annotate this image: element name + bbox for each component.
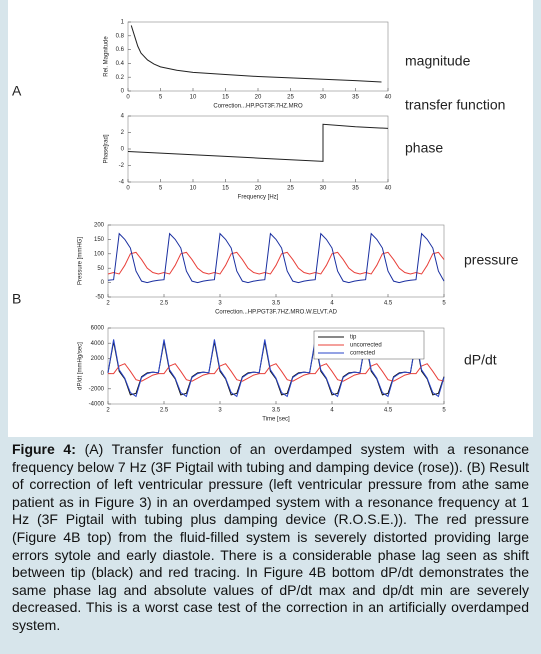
- y-tick-label: 6000: [91, 326, 105, 332]
- x-tick-label: 15: [222, 95, 229, 101]
- legend-label: corrected: [350, 351, 375, 357]
- y-tick-label: 2: [121, 130, 125, 136]
- x-tick-label: 3: [218, 408, 222, 414]
- figure-background: [8, 0, 533, 437]
- x-tick-label: 5: [442, 408, 446, 414]
- y-tick-label: 1: [121, 20, 125, 26]
- x-tick-label: 35: [352, 95, 359, 101]
- x-tick-label: 25: [287, 186, 294, 192]
- x-tick-label: 3.5: [272, 301, 281, 307]
- y-tick-label: 0.8: [116, 33, 125, 39]
- data-line: [107, 232, 445, 284]
- x-tick-label: 3: [218, 301, 222, 307]
- y-tick-label: 50: [97, 266, 104, 272]
- y-tick-label: 200: [94, 223, 105, 229]
- annotation: pressure: [464, 252, 519, 268]
- y-tick-label: 0.4: [116, 61, 125, 67]
- x-tick-label: 2.5: [160, 301, 169, 307]
- x-tick-label: 2: [106, 301, 110, 307]
- y-axis-label: Rel. Magnitude: [104, 36, 110, 77]
- x-tick-label: 0: [126, 186, 130, 192]
- x-tick-label: 3.5: [272, 408, 281, 414]
- y-tick-label: 0.6: [116, 47, 125, 53]
- data-line: [108, 363, 445, 382]
- y-tick-label: 0.2: [116, 75, 125, 81]
- figure: A B magnitude transfer function phase pr…: [8, 0, 533, 437]
- y-tick-label: 4000: [91, 341, 105, 347]
- caption-label: Figure 4:: [12, 441, 76, 457]
- legend-label: tip: [350, 335, 357, 341]
- data-line: [130, 25, 382, 83]
- annotation: dP/dt: [464, 352, 497, 368]
- x-axis-label: Correction...HP.PGT3F.7HZ.MRO: [213, 104, 303, 110]
- annotation: magnitude: [405, 53, 471, 69]
- x-tick-label: 0: [126, 95, 130, 101]
- y-axis-label: dP/dt [mmHg/sec]: [78, 342, 84, 390]
- legend-label: uncorrected: [350, 343, 382, 349]
- x-tick-label: 2.5: [160, 408, 169, 414]
- x-tick-label: 40: [385, 186, 392, 192]
- y-tick-label: 2000: [91, 356, 105, 362]
- panel-label: A: [12, 83, 22, 99]
- data-line: [127, 123, 389, 162]
- x-tick-label: 5: [159, 186, 163, 192]
- y-tick-label: 0: [121, 147, 125, 153]
- y-tick-label: -2000: [89, 386, 105, 392]
- caption-text: (A) Transfer function of an overdamped s…: [12, 441, 530, 633]
- caption: Figure 4: (A) Transfer function of an ov…: [12, 441, 529, 635]
- x-tick-label: 15: [222, 186, 229, 192]
- data-line: [107, 339, 445, 398]
- x-tick-label: 5: [442, 301, 446, 307]
- x-tick-label: 35: [352, 186, 359, 192]
- x-tick-label: 40: [385, 95, 392, 101]
- x-tick-label: 20: [255, 186, 262, 192]
- y-axis-label: Pressure [mmHG]: [78, 237, 84, 285]
- x-tick-label: 4.5: [384, 408, 393, 414]
- x-axis-label: Correction...HP.PGT3F.7HZ.MRO.W.ELVT.AD: [215, 310, 337, 316]
- y-tick-label: 150: [94, 237, 105, 243]
- x-axis-label: Time [sec]: [262, 417, 290, 423]
- y-tick-label: -4000: [89, 402, 105, 408]
- x-tick-label: 20: [255, 95, 262, 101]
- x-axis-label: Frequency [Hz]: [238, 195, 279, 201]
- panel-label: B: [12, 291, 21, 307]
- y-tick-label: 0: [101, 280, 105, 286]
- data-line: [107, 251, 445, 275]
- y-axis-label: Phase[rad]: [104, 134, 110, 163]
- annotation: phase: [405, 140, 443, 156]
- x-tick-label: 10: [190, 95, 197, 101]
- x-tick-label: 30: [320, 95, 327, 101]
- y-tick-label: -4: [119, 180, 125, 186]
- y-tick-label: -2: [119, 163, 125, 169]
- x-tick-label: 4: [330, 301, 334, 307]
- x-tick-label: 5: [159, 95, 163, 101]
- x-tick-label: 30: [320, 186, 327, 192]
- x-tick-label: 2: [106, 408, 110, 414]
- y-tick-label: 0: [101, 371, 105, 377]
- y-tick-label: 100: [94, 251, 105, 257]
- y-tick-label: 4: [121, 114, 125, 120]
- x-tick-label: 25: [287, 95, 294, 101]
- x-tick-label: 4: [330, 408, 334, 414]
- annotation: transfer function: [405, 97, 505, 113]
- x-tick-label: 10: [190, 186, 197, 192]
- y-tick-label: 0: [121, 89, 125, 95]
- y-tick-label: -50: [95, 295, 104, 301]
- x-tick-label: 4.5: [384, 301, 393, 307]
